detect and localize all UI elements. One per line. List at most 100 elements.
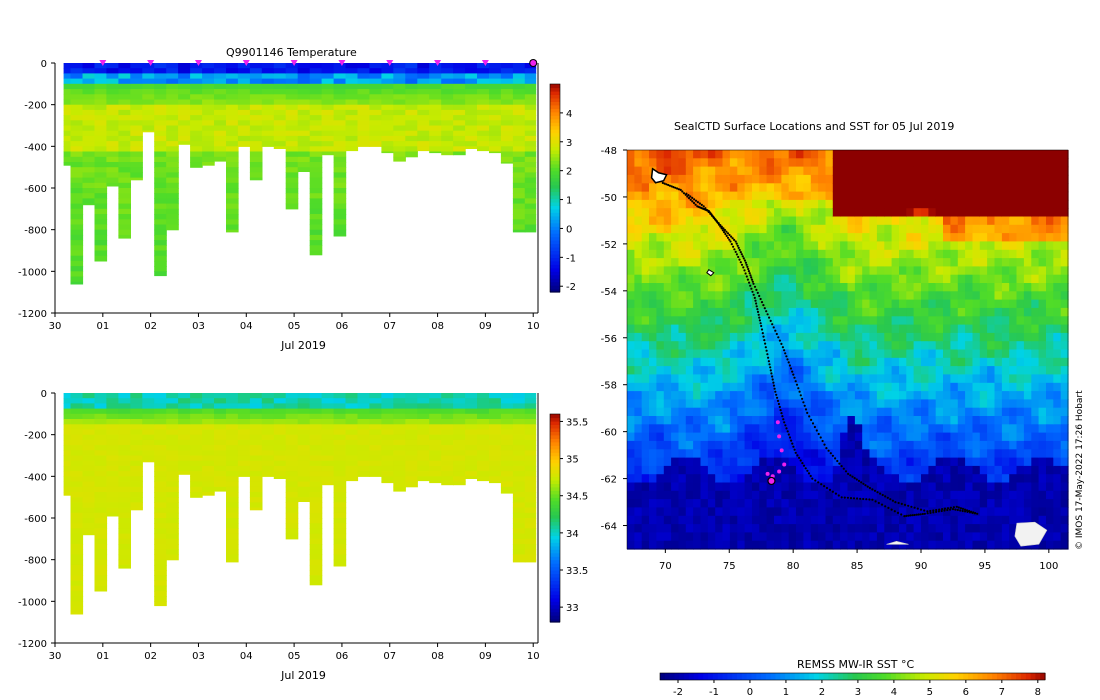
sal-cell: [70, 544, 84, 550]
sst-cell: [1023, 324, 1032, 334]
sst-cell: [810, 524, 819, 533]
sst-cell: [818, 158, 826, 168]
sst-cell: [796, 440, 804, 450]
sst-cell: [1053, 524, 1062, 533]
sst-cell: [869, 532, 878, 542]
sst-cell: [641, 391, 650, 400]
sst-cell: [1001, 274, 1010, 284]
sst-cell: [641, 299, 650, 309]
sal-cell: [249, 434, 263, 441]
temp-cell: [524, 73, 537, 80]
sst-cell: [884, 158, 893, 168]
sst-cell: [1023, 366, 1032, 375]
sst-cell: [693, 416, 701, 425]
temp-cell: [309, 94, 323, 101]
sst-cell: [729, 465, 738, 475]
sst-cell: [656, 241, 665, 251]
sst-cell: [854, 366, 863, 375]
sal-cell: [453, 450, 466, 457]
sst-cell: [1031, 465, 1040, 475]
sst-cell: [847, 166, 856, 176]
sst-cell: [972, 349, 981, 359]
sst-cell: [1046, 216, 1054, 226]
sst-cell: [781, 465, 790, 475]
sst-cell: [1031, 424, 1040, 434]
sal-cell: [261, 445, 275, 451]
sal-cell: [417, 476, 430, 482]
sal-cell: [154, 429, 167, 436]
temp-cell: [357, 94, 371, 101]
sst-cell: [641, 233, 650, 242]
sst-cell: [847, 274, 856, 284]
sst-cell: [972, 199, 981, 209]
temp-cell: [118, 146, 131, 153]
sst-cell: [979, 341, 988, 351]
sst-cell: [840, 199, 848, 209]
sal-cell: [309, 575, 323, 582]
sst-cell: [649, 457, 657, 467]
sst-cell: [825, 499, 834, 508]
sst-cell: [935, 366, 944, 375]
sal-cell: [333, 481, 347, 488]
temp-cell: [512, 63, 526, 69]
temp-cell: [70, 141, 84, 147]
sal-cell: [70, 554, 84, 561]
sst-cell: [987, 457, 995, 467]
sst-cell: [774, 382, 782, 392]
sst-cell: [847, 407, 856, 417]
sal-cell: [309, 570, 323, 576]
temp-cell: [273, 135, 287, 142]
sst-cell: [979, 416, 988, 425]
track-point: [677, 188, 681, 191]
sal-cell: [261, 424, 275, 431]
sal-cell: [273, 465, 287, 472]
sst-cell: [957, 416, 966, 425]
sal-cell: [166, 538, 179, 545]
sst-cell: [979, 424, 988, 434]
sst-cell: [972, 449, 981, 459]
sst-cell: [707, 332, 716, 342]
sal-cell: [477, 429, 490, 436]
sst-cell: [840, 449, 848, 459]
temp-cell: [70, 63, 84, 69]
sal-cell: [106, 486, 119, 493]
sst-cell: [832, 540, 841, 550]
sst-cell: [832, 465, 841, 475]
sst-cell: [825, 150, 834, 159]
sst-cell: [840, 357, 848, 367]
sst-cell: [847, 457, 856, 467]
sst-cell: [1023, 515, 1032, 525]
sal-cell: [453, 408, 466, 415]
sst-cell: [627, 274, 635, 284]
sst-cell: [876, 474, 885, 484]
temp-cell: [333, 78, 347, 85]
sst-cell: [1038, 399, 1047, 409]
sal-cell: [369, 429, 382, 436]
sst-cell: [715, 341, 724, 351]
sst-cell: [663, 241, 672, 251]
sst-cell: [884, 216, 893, 226]
sst-cell: [979, 332, 988, 342]
sst-cell: [1046, 266, 1054, 276]
sst-cell: [891, 158, 900, 168]
sst-cell: [1016, 374, 1025, 384]
sst-cell: [869, 174, 878, 184]
sst-cell: [810, 457, 819, 467]
sal-cell: [249, 492, 263, 498]
temp-x-label: Jul 2019: [280, 339, 326, 352]
sst-cell: [862, 174, 871, 184]
sal-cell: [94, 544, 108, 550]
sal-cell: [333, 460, 347, 467]
temp-cell: [369, 63, 382, 69]
sst-cell: [1038, 233, 1047, 242]
sst-cell: [685, 341, 694, 351]
sst-cell: [796, 349, 804, 359]
temp-cell: [512, 193, 526, 199]
sst-cell: [715, 183, 724, 193]
sst-cell: [862, 440, 871, 450]
sst-cell: [693, 191, 701, 201]
sst-cell: [987, 524, 995, 533]
sal-cell: [226, 492, 239, 498]
temp-cell: [297, 162, 311, 168]
temp-colorbar-segment: [550, 97, 560, 102]
